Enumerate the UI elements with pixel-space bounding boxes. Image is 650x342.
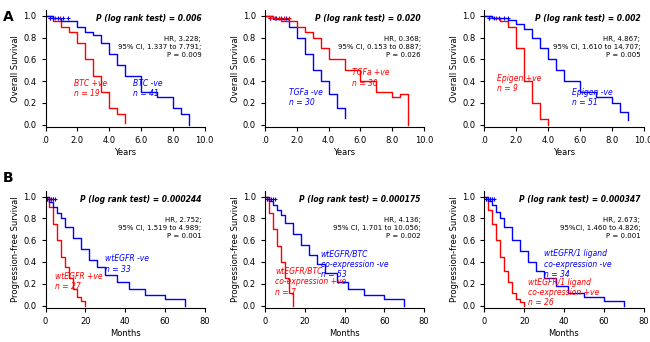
Text: wtEGFR +ve
n = 27: wtEGFR +ve n = 27 <box>55 272 103 291</box>
Text: wtEGFR/BTC
co-expression -ve
n = 53: wtEGFR/BTC co-expression -ve n = 53 <box>320 249 388 279</box>
Text: Epigen -ve
n = 51: Epigen -ve n = 51 <box>572 88 613 107</box>
Text: BTC +ve
n = 19: BTC +ve n = 19 <box>74 79 107 98</box>
Text: HR, 0.368;
95% CI, 0.153 to 0.887;
P = 0.026: HR, 0.368; 95% CI, 0.153 to 0.887; P = 0… <box>337 36 421 58</box>
Text: B: B <box>3 171 14 185</box>
Text: P (log rank test) = 0.006: P (log rank test) = 0.006 <box>96 14 202 23</box>
Text: P (log rank test) = 0.002: P (log rank test) = 0.002 <box>535 14 640 23</box>
Y-axis label: Progression-free Survival: Progression-free Survival <box>231 197 240 302</box>
Text: wtEGFR -ve
n = 33: wtEGFR -ve n = 33 <box>105 254 149 274</box>
Text: wtEGFR/1 ligand
co-expression +ve
n = 26: wtEGFR/1 ligand co-expression +ve n = 26 <box>528 278 599 307</box>
Y-axis label: Progression-free Survival: Progression-free Survival <box>450 197 460 302</box>
Text: Epigen +ve
n = 9: Epigen +ve n = 9 <box>497 74 541 93</box>
Text: wtEGFR/BTC
co-expression +ve
n = 7: wtEGFR/BTC co-expression +ve n = 7 <box>275 267 346 297</box>
Text: HR, 2.673;
95%CI, 1.460 to 4.826;
P = 0.001: HR, 2.673; 95%CI, 1.460 to 4.826; P = 0.… <box>560 217 640 239</box>
Y-axis label: Overall Survival: Overall Survival <box>450 35 460 102</box>
Text: HR, 4.867;
95% CI, 1.610 to 14.707;
P = 0.005: HR, 4.867; 95% CI, 1.610 to 14.707; P = … <box>552 36 640 58</box>
Text: HR, 2.752;
95% CI, 1.519 to 4.989;
P = 0.001: HR, 2.752; 95% CI, 1.519 to 4.989; P = 0… <box>118 217 202 239</box>
Y-axis label: Progression-free Survival: Progression-free Survival <box>12 197 20 302</box>
Text: TGFa -ve
n = 30: TGFa -ve n = 30 <box>289 88 322 107</box>
Y-axis label: Overall Survival: Overall Survival <box>231 35 240 102</box>
Text: HR, 3.228;
95% CI, 1.337 to 7.791;
P = 0.009: HR, 3.228; 95% CI, 1.337 to 7.791; P = 0… <box>118 36 202 58</box>
X-axis label: Months: Months <box>110 329 140 338</box>
Text: P (log rank test) = 0.020: P (log rank test) = 0.020 <box>315 14 421 23</box>
Text: P (log rank test) = 0.000175: P (log rank test) = 0.000175 <box>300 195 421 203</box>
X-axis label: Years: Years <box>114 148 136 157</box>
X-axis label: Years: Years <box>553 148 575 157</box>
Text: wtEGFR/1 ligand
co-expression -ve
n = 34: wtEGFR/1 ligand co-expression -ve n = 34 <box>544 249 612 279</box>
Text: A: A <box>3 10 14 24</box>
Y-axis label: Overall Survival: Overall Survival <box>12 35 20 102</box>
Text: P (log rank test) = 0.000347: P (log rank test) = 0.000347 <box>519 195 640 203</box>
X-axis label: Years: Years <box>333 148 356 157</box>
Text: TGFa +ve
n = 30: TGFa +ve n = 30 <box>352 68 390 88</box>
Text: BTC -ve
n = 41: BTC -ve n = 41 <box>133 79 162 98</box>
Text: HR, 4.136;
95% CI, 1.701 to 10.056;
P = 0.002: HR, 4.136; 95% CI, 1.701 to 10.056; P = … <box>333 217 421 239</box>
X-axis label: Months: Months <box>549 329 579 338</box>
Text: P (log rank test) = 0.000244: P (log rank test) = 0.000244 <box>80 195 202 203</box>
X-axis label: Months: Months <box>329 329 360 338</box>
